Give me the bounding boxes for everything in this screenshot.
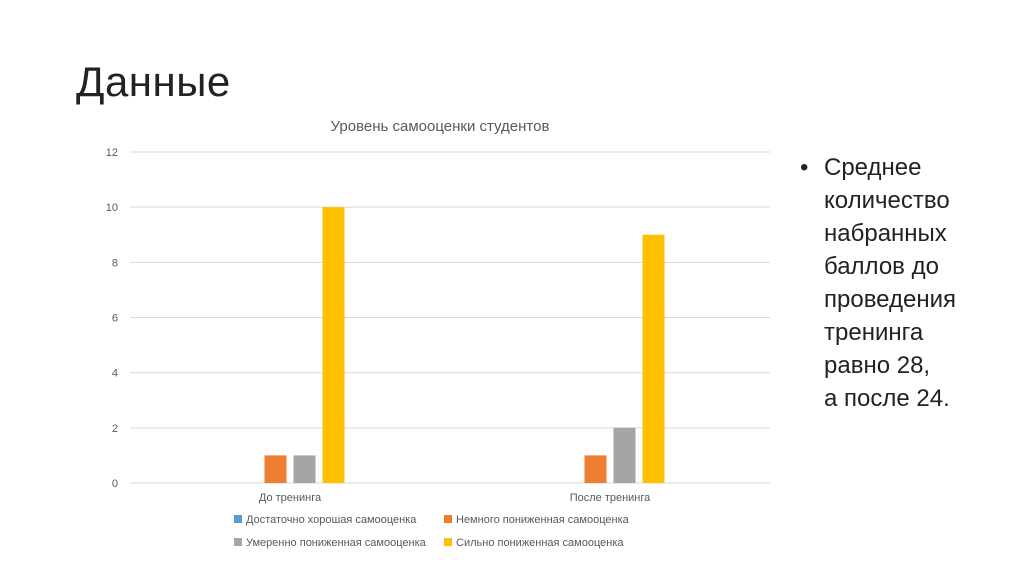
bullet-line: равно 28, [824, 352, 931, 379]
y-tick-label: 0 [112, 478, 118, 490]
bullet-line: проведения [824, 286, 956, 313]
legend-label: Немного пониженная самооценка [456, 514, 630, 526]
bar [584, 455, 607, 483]
x-tick-label: После тренинга [570, 492, 651, 504]
chart-area: Уровень самооценки студентов 0 2 4 6 8 10 12 До … [106, 118, 770, 549]
bullet-line: баллов до [824, 253, 939, 280]
legend-label: Достаточно хорошая самооценка [246, 514, 417, 526]
bar [322, 207, 345, 483]
bullet-item: • Среднее количество набранных баллов до… [800, 151, 1000, 415]
bar [642, 234, 665, 483]
bullet-line: а после 24. [824, 385, 950, 412]
bar [293, 455, 316, 483]
bullet-line: Среднее [824, 154, 922, 181]
y-tick-label: 10 [106, 202, 118, 214]
y-tick-label: 8 [112, 257, 118, 269]
legend-swatch [234, 515, 242, 523]
bullet-line: набранных [824, 220, 947, 247]
bullet-line: количество [824, 187, 950, 214]
slide-title: Данные [76, 58, 231, 105]
bullet-text-box: • Среднее количество набранных баллов до… [800, 151, 1000, 415]
x-tick-label: До тренинга [259, 492, 322, 504]
bullet-icon: • [800, 154, 809, 181]
legend-label: Умеренно пониженная самооценка [246, 537, 427, 549]
bar [264, 455, 287, 483]
bar-chart: Уровень самооценки студентов 0 2 4 6 8 10 12 До … [106, 118, 770, 549]
y-tick-label: 12 [106, 147, 118, 159]
chart-title: Уровень самооценки студентов [331, 118, 550, 135]
bullet-line: тренинга [824, 319, 924, 346]
legend-swatch [234, 538, 242, 546]
y-tick-label: 2 [112, 423, 118, 435]
y-tick-label: 6 [112, 313, 118, 325]
y-tick-label: 4 [112, 368, 118, 380]
legend-label: Сильно пониженная самооценка [456, 537, 624, 549]
bullet-text: Среднее количество набранных баллов до п… [824, 151, 1000, 415]
legend-swatch [444, 515, 452, 523]
bar [613, 427, 636, 483]
legend-swatch [444, 538, 452, 546]
